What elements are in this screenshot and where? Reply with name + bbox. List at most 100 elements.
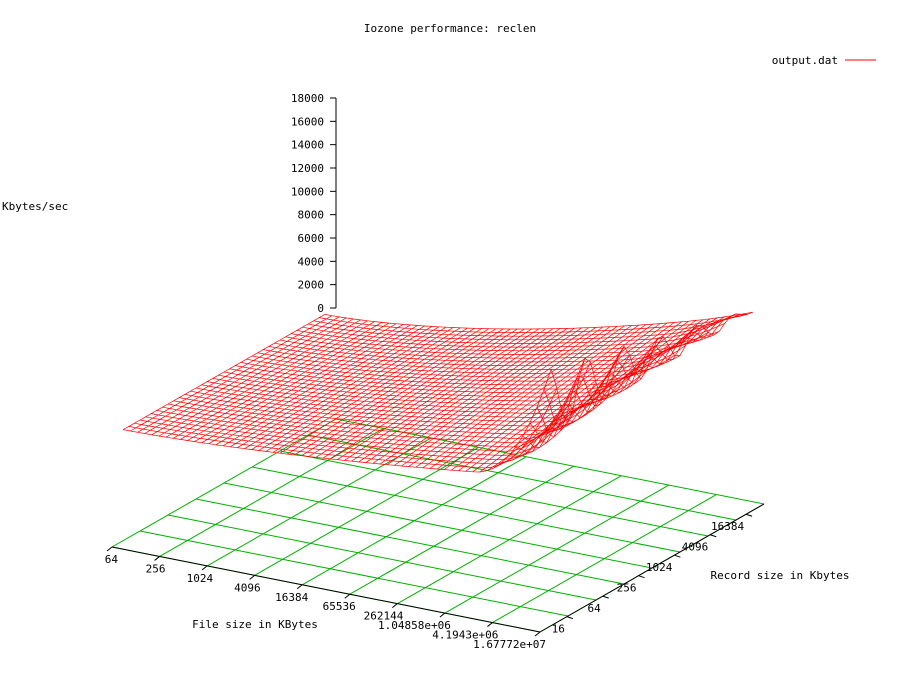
surface-line bbox=[308, 328, 511, 457]
x-tick bbox=[344, 593, 351, 599]
surface-line bbox=[479, 321, 682, 473]
surface-line bbox=[215, 325, 418, 446]
surface-line bbox=[230, 326, 432, 448]
surface-line bbox=[401, 326, 604, 467]
surface-line bbox=[272, 328, 475, 453]
x-axis-label: File size in KBytes bbox=[192, 618, 318, 631]
surface-line bbox=[324, 311, 753, 330]
surface-line bbox=[194, 323, 397, 442]
chart-title: Iozone performance: reclen bbox=[364, 22, 536, 35]
x-tick bbox=[154, 556, 160, 561]
surface-line bbox=[187, 322, 390, 441]
surface-line bbox=[158, 319, 361, 437]
x-tick-label: 1.67772e+07 bbox=[473, 638, 546, 651]
x-tick-label: 4096 bbox=[234, 581, 261, 594]
surface-line bbox=[386, 327, 589, 465]
surface-line bbox=[372, 327, 575, 464]
z-tick-label: 2000 bbox=[298, 279, 325, 292]
z-axis-label: Kbytes/sec bbox=[2, 200, 68, 213]
y-tick bbox=[674, 554, 681, 558]
surface-line bbox=[451, 323, 654, 471]
surface-line bbox=[351, 328, 554, 462]
grid-line bbox=[335, 418, 765, 505]
surface-line bbox=[322, 328, 525, 459]
surface-line bbox=[458, 323, 661, 471]
surface-line bbox=[515, 317, 718, 453]
surface-line bbox=[344, 328, 547, 461]
x-tick bbox=[106, 546, 113, 552]
surface-line bbox=[222, 325, 425, 447]
y-tick bbox=[602, 595, 609, 599]
surface-line bbox=[172, 321, 375, 439]
surface-line bbox=[408, 326, 611, 467]
z-tick-label: 8000 bbox=[298, 209, 325, 222]
z-tick-label: 14000 bbox=[291, 139, 324, 152]
y-tick bbox=[745, 513, 753, 517]
x-tick-label: 64 bbox=[105, 553, 119, 566]
surface-line bbox=[301, 328, 504, 456]
z-tick-label: 12000 bbox=[291, 162, 324, 175]
surface-line bbox=[144, 317, 347, 434]
grid-line bbox=[251, 466, 681, 553]
surface-line bbox=[465, 322, 668, 472]
x-tick-label: 1.04858e+06 bbox=[378, 619, 451, 632]
z-tick-label: 0 bbox=[317, 302, 324, 315]
x-tick bbox=[439, 612, 446, 618]
surface-line bbox=[251, 327, 454, 450]
surface-line bbox=[287, 328, 490, 455]
surface-line bbox=[180, 322, 383, 440]
surface-line bbox=[137, 316, 340, 433]
surface-line bbox=[258, 327, 461, 451]
surface-line bbox=[436, 324, 639, 470]
x-tick-label: 65536 bbox=[323, 600, 356, 613]
grid-line bbox=[307, 434, 737, 521]
surface-line bbox=[536, 314, 739, 438]
surface-line bbox=[486, 320, 689, 471]
y-tick-label: 16384 bbox=[711, 520, 744, 533]
z-tick-label: 10000 bbox=[291, 185, 324, 198]
y-tick-label: 64 bbox=[587, 602, 601, 615]
surface-line bbox=[257, 345, 686, 374]
y-tick bbox=[638, 575, 645, 579]
z-tick-label: 18000 bbox=[291, 92, 324, 105]
x-tick bbox=[534, 631, 541, 637]
surface-line bbox=[443, 324, 647, 470]
surface-line bbox=[358, 328, 561, 463]
surface-line bbox=[208, 324, 411, 445]
surface-line bbox=[165, 320, 368, 438]
y-tick-label: 256 bbox=[617, 582, 637, 595]
z-tick-label: 16000 bbox=[291, 115, 324, 128]
ticks: 0 2000 4000 6000 8000 10000 12000 14000 16000 180… bbox=[105, 92, 753, 651]
y-tick bbox=[566, 616, 574, 620]
x-tick-label: 4.1943e+06 bbox=[432, 629, 498, 642]
legend-label: output.dat bbox=[772, 54, 838, 67]
surface-line bbox=[415, 326, 618, 468]
x-tick bbox=[249, 574, 255, 580]
surface-line bbox=[123, 314, 325, 430]
surface-line bbox=[329, 328, 532, 460]
base-grid bbox=[111, 418, 765, 633]
surface-line bbox=[279, 328, 482, 454]
surface-line bbox=[201, 324, 404, 444]
surface-line bbox=[337, 328, 539, 460]
surface-line bbox=[422, 325, 625, 469]
x-tick bbox=[201, 565, 208, 571]
y-tick-label: 4096 bbox=[682, 541, 709, 554]
axes bbox=[111, 98, 765, 633]
z-tick-label: 4000 bbox=[298, 255, 325, 268]
x-tick bbox=[487, 622, 493, 627]
surface-line bbox=[294, 328, 497, 456]
surface-line bbox=[429, 325, 632, 469]
surface-mesh bbox=[123, 311, 753, 473]
surface-line bbox=[522, 316, 725, 448]
surface-line bbox=[501, 319, 704, 464]
surface-line bbox=[543, 313, 746, 432]
surface-line bbox=[244, 326, 447, 449]
x-tick-label: 256 bbox=[146, 562, 166, 575]
grid-line bbox=[139, 530, 569, 617]
grid-line bbox=[279, 450, 709, 537]
grid-line bbox=[223, 482, 653, 569]
surface-line bbox=[237, 326, 440, 449]
x-tick-label: 262144 bbox=[364, 610, 404, 623]
x-tick-label: 16384 bbox=[275, 591, 308, 604]
